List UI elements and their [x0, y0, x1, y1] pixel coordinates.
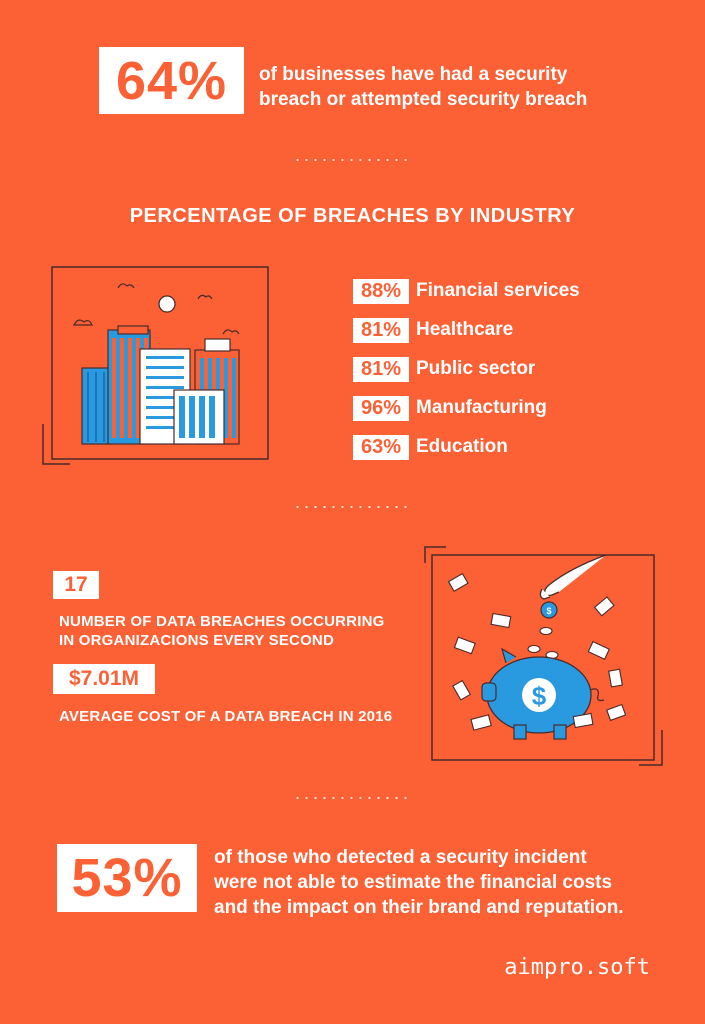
- bottom-stat-line-3: and the impact on their brand and reputa…: [214, 897, 624, 918]
- svg-text:$: $: [532, 681, 547, 711]
- industry-item: 81% Healthcare: [353, 317, 580, 343]
- industry-list: 88% Financial services 81% Healthcare 81…: [353, 278, 580, 460]
- top-stat-line-1: of businesses have had a security: [259, 64, 568, 85]
- breach-count-value: 17: [64, 573, 88, 596]
- industry-pct: 81%: [353, 356, 409, 382]
- top-stat-value-box: 64%: [99, 47, 244, 114]
- divider-dots: [293, 506, 411, 508]
- industry-item: 81% Public sector: [353, 356, 580, 382]
- industry-pct: 81%: [353, 317, 409, 343]
- breach-cost-label: AVERAGE COST OF A DATA BREACH IN 2016: [59, 708, 393, 725]
- bottom-stat-value: 53%: [71, 848, 183, 908]
- industry-label: Education: [416, 436, 508, 457]
- bottom-stat-line-2: were not able to estimate the financial …: [214, 872, 613, 893]
- industry-label: Financial services: [416, 280, 580, 301]
- industry-pct: 96%: [353, 395, 409, 421]
- bottom-stat-value-box: 53%: [57, 844, 197, 912]
- industry-label: Manufacturing: [416, 397, 547, 418]
- top-stat-value: 64%: [115, 50, 228, 111]
- industry-label: Public sector: [416, 358, 536, 379]
- piggy-bank-icon: $ $: [424, 546, 663, 766]
- breach-count-line-1: NUMBER OF DATA BREACHES OCCURRING: [59, 613, 385, 630]
- industry-item: 88% Financial services: [353, 278, 580, 304]
- industry-item: 96% Manufacturing: [353, 395, 580, 421]
- top-stat-text: of businesses have had a security breach…: [259, 62, 587, 112]
- svg-text:$: $: [546, 606, 551, 616]
- top-stat-line-2: breach or attempted security breach: [259, 89, 588, 110]
- brand-logo: aimpro.soft: [504, 955, 650, 980]
- bottom-stat-line-1: of those who detected a security inciden…: [214, 847, 587, 868]
- piggy-bank-illustration: $ $: [424, 545, 664, 767]
- breach-cost-box: $7.01M: [53, 664, 155, 694]
- industry-pct: 63%: [353, 434, 409, 460]
- industry-item: 63% Education: [353, 434, 580, 460]
- section-title: PERCENTAGE OF BREACHES BY INDUSTRY: [129, 205, 576, 227]
- city-buildings-icon: [42, 266, 269, 465]
- industry-label: Healthcare: [416, 319, 514, 340]
- breach-count-line-2: IN ORGANIZACIONS EVERY SECOND: [59, 632, 335, 649]
- divider-dots: [293, 797, 411, 799]
- breach-count-box: 17: [53, 571, 99, 599]
- industry-pct: 88%: [353, 278, 409, 304]
- city-illustration: [40, 264, 272, 466]
- breach-cost-value: $7.01M: [68, 667, 140, 690]
- divider-dots: [293, 159, 411, 161]
- bottom-stat-text: of those who detected a security inciden…: [214, 845, 624, 920]
- breach-count-label: NUMBER OF DATA BREACHES OCCURRING IN ORG…: [59, 612, 384, 650]
